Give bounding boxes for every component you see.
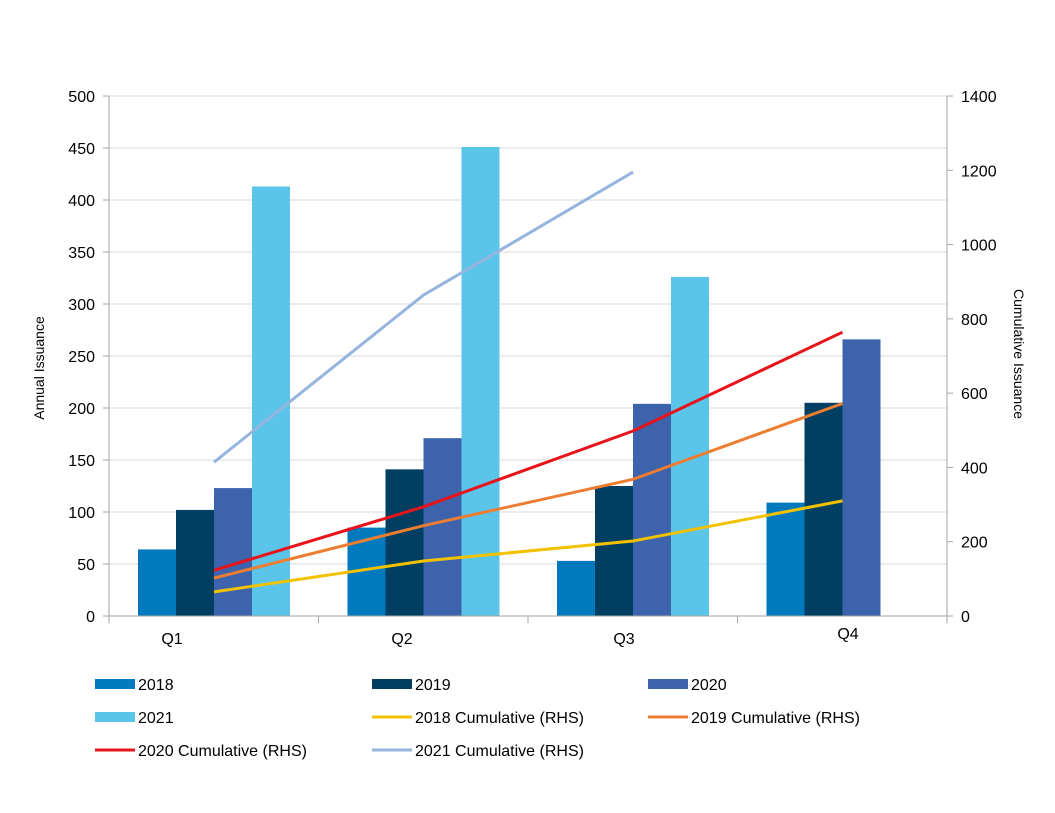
legend-item: 2019 [372,677,451,694]
y-tick-label: 400 [68,193,95,210]
bar-2021-Q1 [252,186,290,617]
bar-2020-Q1 [214,488,252,616]
legend-item: 2018 [95,677,174,694]
line-2021-Cumulative-(RHS) [213,170,634,464]
line-2018-Cumulative-(RHS) [213,499,843,594]
bar-2018-Q3 [557,560,595,616]
bar-2021-Q2 [461,146,500,616]
legend-item: 2021 Cumulative (RHS) [372,743,584,760]
legend-swatch [372,679,412,689]
legend-label: 2019 [415,677,451,694]
legend-item: 2020 Cumulative (RHS) [95,743,307,760]
bar-2020-Q4 [842,339,881,616]
left-axis-ticks: 0 50 100 150 200 250 300 350 400 450 500 [68,89,95,626]
category-label: Q4 [837,626,858,643]
y2-tick-label: 1200 [961,163,997,180]
category-label: Q1 [161,631,182,648]
bar-2020-Q3 [633,403,671,616]
lines [213,170,844,594]
legend-item: 2018 Cumulative (RHS) [372,710,584,727]
y2-tick-label: 800 [961,312,988,329]
legend-item: 2021 [95,710,174,727]
category-label: Q3 [613,631,634,648]
bar-2019-Q1 [176,509,214,616]
y-tick-label: 150 [68,453,95,470]
legend-label: 2018 [138,677,174,694]
y-tick-label: 300 [68,297,95,314]
y2-tick-label: 400 [961,460,988,477]
legend-item: 2019 Cumulative (RHS) [648,710,860,727]
y-tick-label: 450 [68,141,95,158]
bar-2019-Q4 [804,402,843,616]
legend-label: 2019 Cumulative (RHS) [691,710,860,727]
legend-label: 2021 [138,710,174,727]
y-tick-label: 500 [68,89,95,106]
bars [138,146,881,617]
y-tick-label: 100 [68,505,95,522]
y2-tick-label: 1000 [961,238,997,255]
y2-tick-label: 0 [961,609,970,626]
y-tick-label: 350 [68,245,95,262]
legend-label: 2020 Cumulative (RHS) [138,743,307,760]
y-tick-label: 50 [77,557,95,574]
y-tick-label: 200 [68,401,95,418]
bar-2019-Q2 [385,469,424,616]
legend-label: 2020 [691,677,727,694]
legend-label: 2021 Cumulative (RHS) [415,743,584,760]
y2-axis-title: Cumulative Issuance [1011,289,1027,419]
category-labels: Q1 Q2 Q3 Q4 [161,626,858,648]
y-tick-label: 250 [68,349,95,366]
legend: 2018 2019 2020 2021 2018 Cumulative (RHS) 201… [95,677,860,760]
legend-swatch [95,712,135,722]
bar-2018-Q1 [138,549,176,616]
y2-tick-label: 1400 [961,89,997,106]
y2-tick-label: 200 [961,535,988,552]
line-2020-Cumulative-(RHS) [213,330,844,572]
legend-item: 2020 [648,677,727,694]
y2-tick-label: 600 [961,386,988,403]
category-label: Q2 [391,631,412,648]
legend-swatch [95,679,135,689]
bar-2020-Q2 [423,438,462,616]
right-axis-ticks: 0 200 400 600 800 1000 1200 1400 [961,89,997,626]
y-tick-label: 0 [86,609,95,626]
legend-swatch [648,679,688,689]
legend-label: 2018 Cumulative (RHS) [415,710,584,727]
bar-2018-Q4 [766,502,805,616]
bar-2019-Q3 [595,486,633,616]
y-axis-title: Annual Issuance [31,316,47,420]
line-2019-Cumulative-(RHS) [213,402,844,580]
bar-2021-Q3 [671,276,709,616]
axes [103,95,953,623]
